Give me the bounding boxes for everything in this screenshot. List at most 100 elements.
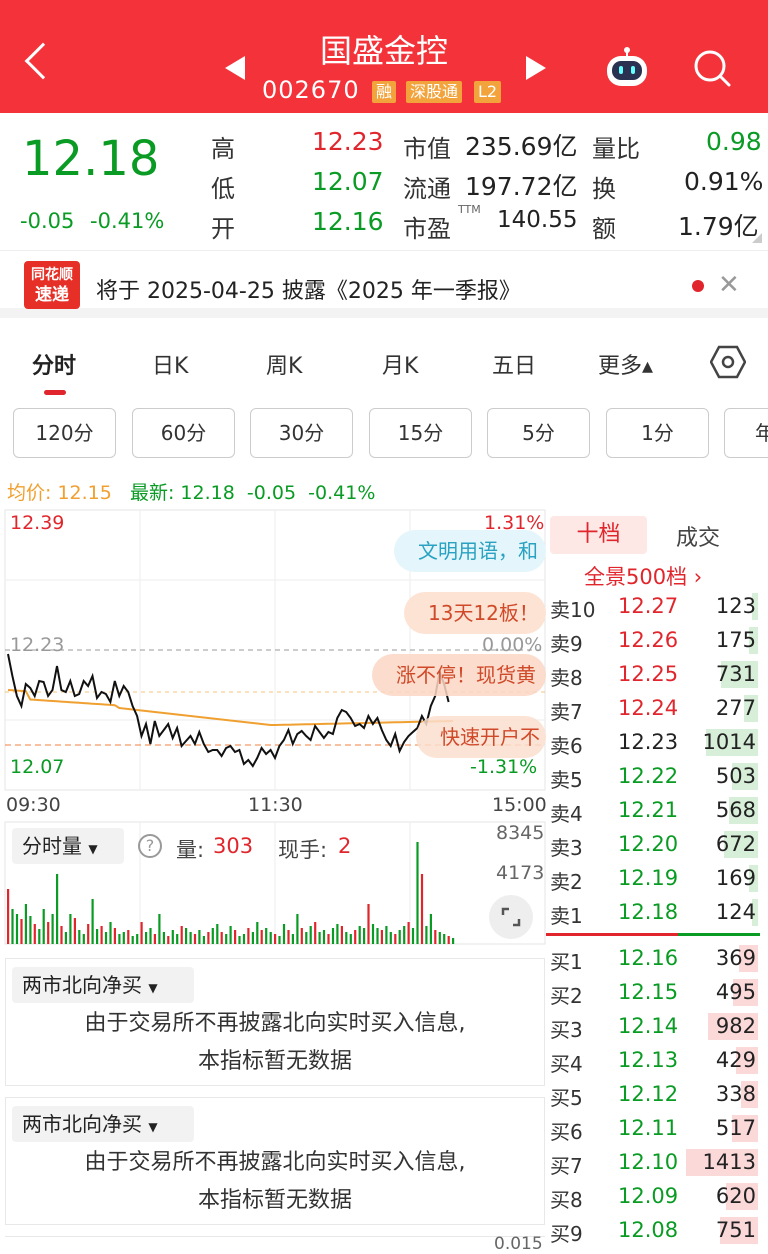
buy-level-row[interactable]: 买8 12.09 620 <box>546 1180 760 1214</box>
hand-value: 2 <box>338 834 352 858</box>
tab-daily-k[interactable]: 日K <box>152 354 189 379</box>
sell-level-row[interactable]: 卖9 12.26 175 <box>546 624 760 658</box>
volume-depth-bar <box>708 1013 758 1040</box>
volume-bar <box>29 916 32 944</box>
tab-ten-levels[interactable]: 十档 <box>550 516 647 554</box>
volume-bar <box>60 926 63 944</box>
promo-bubble-4[interactable]: 快速开户不 <box>416 716 546 758</box>
period-5m[interactable]: 5分 <box>487 408 590 458</box>
buy-level-row[interactable]: 买7 12.10 1413 <box>546 1146 760 1180</box>
volume-dropdown[interactable]: 分时量 ▼ <box>12 828 124 864</box>
volume-bar <box>211 928 214 944</box>
period-30m[interactable]: 30分 <box>250 408 353 458</box>
tonghuashun-logo: 同花顺 速递 <box>24 261 80 309</box>
volume-bar <box>376 928 379 944</box>
promo-bubble-1[interactable]: 文明用语，和 <box>394 530 546 572</box>
stat-value-turnover: 0.91% <box>684 167 764 196</box>
promo-bubble-3[interactable]: 涨不停！现货黄 <box>372 654 546 696</box>
tab-weekly-k[interactable]: 周K <box>266 354 303 379</box>
help-icon[interactable]: ? <box>138 834 162 858</box>
indicator-dropdown-2[interactable]: 两市北向净买 ▼ <box>12 1106 194 1142</box>
settings-hexagon-icon[interactable] <box>710 344 746 380</box>
price-change: -0.05 <box>20 209 75 233</box>
robot-assistant-icon[interactable] <box>604 46 650 88</box>
sell-level-row[interactable]: 卖4 12.21 568 <box>546 794 760 828</box>
volume-bar <box>189 932 192 944</box>
volume-depth-bar <box>736 1047 758 1074</box>
corner-fold-icon[interactable] <box>752 233 762 243</box>
period-1m[interactable]: 1分 <box>606 408 709 458</box>
period-year[interactable]: 年 <box>724 408 768 458</box>
level-label: 卖2 <box>550 870 583 894</box>
time-axis-end: 15:00 <box>492 794 547 816</box>
prev-stock-icon[interactable] <box>225 56 245 80</box>
level-label: 卖1 <box>550 904 583 928</box>
search-icon[interactable] <box>692 48 732 88</box>
volume-bar <box>167 936 170 944</box>
news-banner[interactable]: 同花顺 速递 将于 2025-04-25 披露《2025 年一季报》 ✕ <box>0 252 768 318</box>
tab-monthly-k[interactable]: 月K <box>382 354 419 379</box>
stat-value-open: 12.16 <box>312 207 384 236</box>
volume-chart[interactable] <box>0 820 546 948</box>
volume-value: 303 <box>213 834 254 858</box>
sell-level-row[interactable]: 卖3 12.20 672 <box>546 828 760 862</box>
volume-depth-bar <box>739 945 758 972</box>
buy-level-row[interactable]: 买5 12.12 338 <box>546 1078 760 1112</box>
buy-level-row[interactable]: 买2 12.15 495 <box>546 976 760 1010</box>
volume-bar <box>443 934 446 944</box>
tab-intraday[interactable]: 分时 <box>32 354 77 379</box>
volume-bar <box>385 926 388 944</box>
level-price: 12.19 <box>618 866 679 890</box>
promo-bubble-2[interactable]: 13天12板！ <box>404 592 546 634</box>
level-price: 12.08 <box>618 1218 679 1242</box>
level-volume: 982 <box>715 1014 756 1038</box>
volume-bar <box>153 934 156 944</box>
buy-level-row[interactable]: 买1 12.16 369 <box>546 942 760 976</box>
time-axis-start: 09:30 <box>6 794 61 816</box>
volume-bar <box>136 934 139 944</box>
volume-bar <box>242 934 246 944</box>
tab-indicator <box>44 390 66 395</box>
period-15m[interactable]: 15分 <box>369 408 472 458</box>
period-120m[interactable]: 120分 <box>13 408 116 458</box>
volume-bar <box>42 909 45 944</box>
sell-level-row[interactable]: 卖7 12.24 277 <box>546 692 760 726</box>
stat-label-vratio: 量比 <box>592 135 640 163</box>
buy-level-row[interactable]: 买9 12.08 751 <box>546 1214 760 1248</box>
sell-level-row[interactable]: 卖10 12.27 123 <box>546 590 760 624</box>
next-stock-icon[interactable] <box>526 56 546 80</box>
level-price: 12.10 <box>618 1150 679 1174</box>
volume-bar <box>131 936 134 944</box>
axis-price-mid: 12.23 <box>10 634 65 656</box>
buy-level-row[interactable]: 买3 12.14 982 <box>546 1010 760 1044</box>
level-price: 12.14 <box>618 1014 679 1038</box>
sell-level-row[interactable]: 卖8 12.25 731 <box>546 658 760 692</box>
close-icon[interactable]: ✕ <box>718 270 740 300</box>
sell-level-row[interactable]: 卖5 12.22 503 <box>546 760 760 794</box>
sell-level-row[interactable]: 卖6 12.23 1014 <box>546 726 760 760</box>
level-label: 买2 <box>550 984 583 1008</box>
full-500-levels-link[interactable]: 全景500档 › <box>584 565 703 589</box>
tab-more[interactable]: 更多▴ <box>598 354 654 379</box>
northbound-panel-1 <box>5 958 545 1086</box>
volume-bar <box>176 934 179 944</box>
tab-trades[interactable]: 成交 <box>676 526 721 551</box>
indicator-dropdown-1[interactable]: 两市北向净买 ▼ <box>12 967 194 1003</box>
sell-level-row[interactable]: 卖2 12.19 169 <box>546 862 760 896</box>
volume-depth-bar <box>720 1217 758 1244</box>
volume-bar <box>434 930 437 944</box>
level-volume: 277 <box>715 696 756 720</box>
sell-level-row[interactable]: 卖1 12.18 124 <box>546 896 760 930</box>
period-60m[interactable]: 60分 <box>132 408 235 458</box>
volume-bar <box>145 932 148 944</box>
level-volume: 123 <box>715 594 756 618</box>
buy-level-row[interactable]: 买4 12.13 429 <box>546 1044 760 1078</box>
buy-level-row[interactable]: 买6 12.11 517 <box>546 1112 760 1146</box>
volume-bar <box>38 929 41 944</box>
volume-depth-bar <box>732 763 758 790</box>
volume-bar <box>274 934 277 944</box>
volume-bar <box>20 919 23 944</box>
tab-five-day[interactable]: 五日 <box>492 354 537 379</box>
level-volume: 429 <box>715 1048 756 1072</box>
expand-icon[interactable] <box>489 895 533 939</box>
